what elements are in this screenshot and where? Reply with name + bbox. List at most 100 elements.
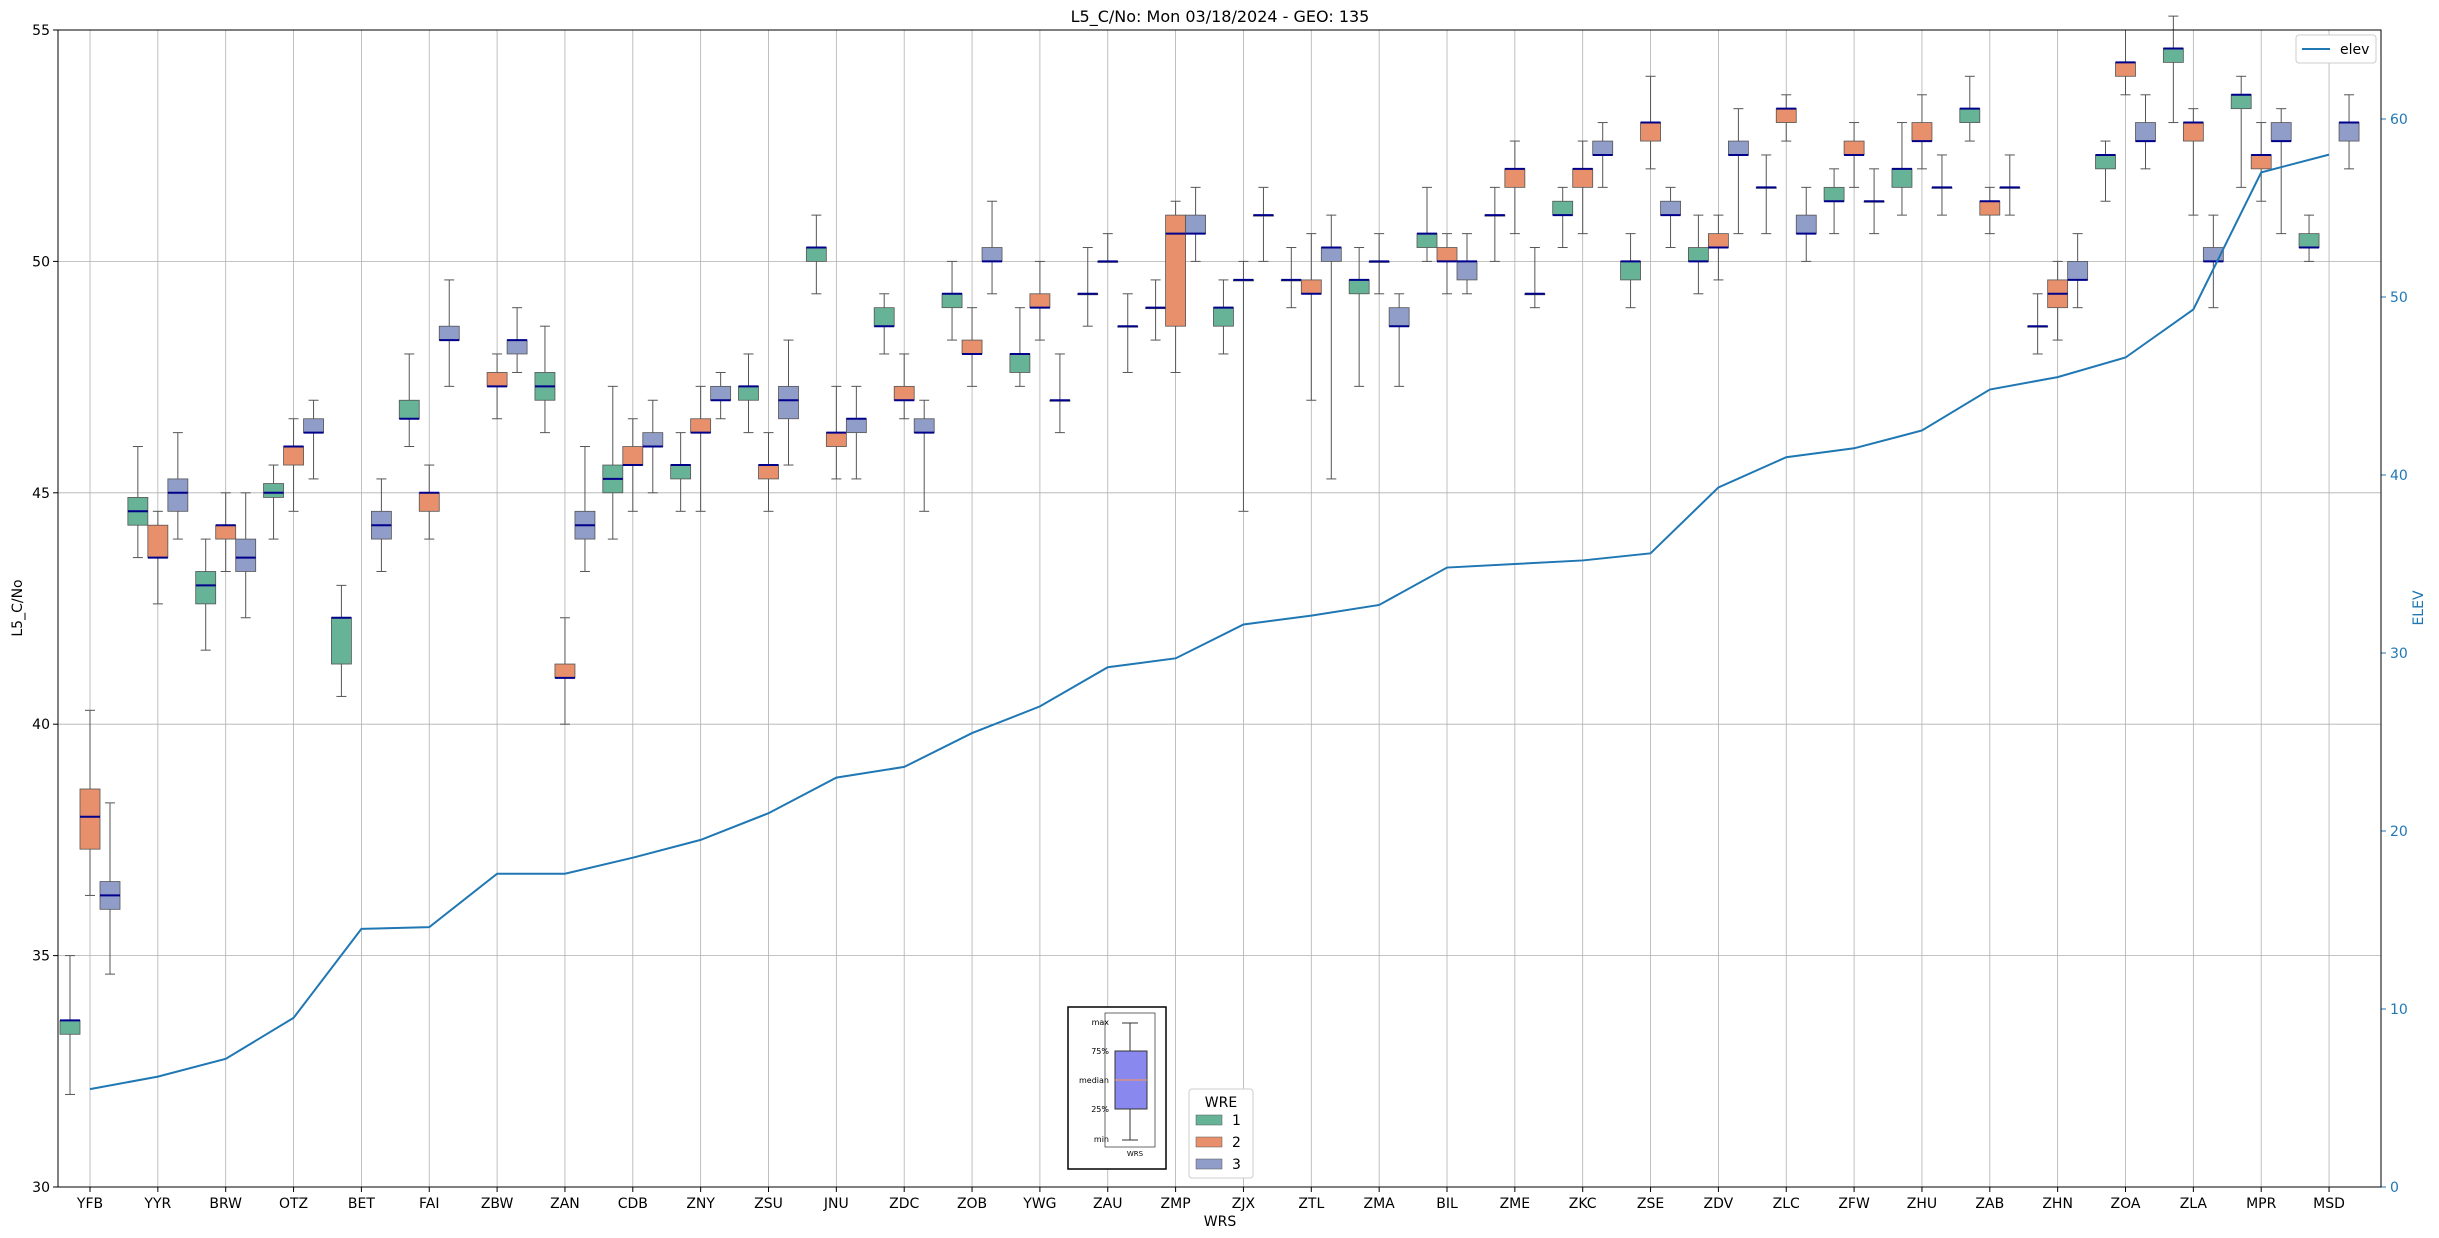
box-3-ZTL: [1320, 214, 1342, 480]
box-1-ZAB: [1959, 75, 1981, 142]
box-iqr: [1185, 214, 1206, 235]
box-key-label-max: max: [1092, 1018, 1110, 1027]
box-3-BET: [370, 478, 392, 572]
box-iqr: [398, 399, 420, 420]
box-3-ZDV: [1728, 108, 1749, 235]
box-iqr: [1300, 279, 1322, 295]
box-iqr: [1572, 168, 1594, 188]
box-iqr: [2162, 48, 2184, 63]
box-iqr: [215, 524, 237, 540]
box-iqr: [2067, 260, 2089, 281]
box-iqr: [79, 788, 101, 850]
box-iqr: [2182, 122, 2204, 142]
x-tick-label: YWG: [1022, 1196, 1056, 1212]
box-3-YFB: [99, 802, 121, 975]
box-iqr: [1959, 108, 1981, 123]
wre-legend-title: WRE: [1205, 1095, 1237, 1111]
y2-tick-label: 60: [2390, 112, 2408, 128]
box-iqr: [554, 663, 576, 679]
x-tick-label: MSD: [2313, 1196, 2345, 1212]
x-tick-label: ZOB: [957, 1196, 987, 1212]
x-tick-label: ZAN: [550, 1196, 580, 1212]
box-iqr: [2270, 122, 2292, 142]
box-1-ZME: [1484, 186, 1506, 262]
box-iqr: [642, 432, 664, 447]
x-tick-label: ZME: [1500, 1196, 1531, 1212]
x-tick-label: ZHU: [1907, 1196, 1937, 1212]
box-2-ZSE: [1640, 75, 1661, 170]
box-iqr: [845, 418, 867, 434]
y-tick-label: 35: [32, 949, 50, 965]
box-iqr: [2095, 154, 2116, 170]
box-iqr: [1009, 353, 1031, 373]
box-iqr: [670, 464, 692, 480]
box-3-ZBW: [506, 307, 528, 373]
box-key-axes: [1104, 1012, 1156, 1148]
box-2-ZDV: [1708, 214, 1729, 281]
box-2-YYR: [147, 510, 169, 605]
box-iqr: [1620, 260, 1641, 281]
box-1-OTZ: [263, 464, 284, 540]
box-3-ZLC: [1795, 186, 1817, 262]
y2-tick-label: 50: [2390, 290, 2408, 306]
box-iqr: [913, 418, 935, 434]
box-iqr: [1823, 186, 1845, 202]
y2-tick-label: 30: [2390, 646, 2408, 662]
box-1-YWG: [1009, 307, 1031, 387]
box-iqr: [195, 571, 217, 605]
box-1-ZAU: [1077, 247, 1099, 327]
box-3-ZDC: [913, 399, 935, 512]
box-2-BRW: [215, 492, 237, 572]
box-1-ZSE: [1620, 233, 1641, 309]
x-tick-label: ZTL: [1298, 1196, 1324, 1212]
box-iqr: [59, 1019, 81, 1035]
box-2-ZAU: [1097, 233, 1119, 263]
y-tick-label: 40: [32, 717, 50, 733]
box-iqr: [1640, 122, 1661, 142]
box-3-FAI: [438, 279, 460, 387]
box-1-ZSU: [738, 353, 759, 434]
axis-ticks: 30 35 40 45 50 55 0 10 20 30 40 50 60 YFB YYR BRW OTZ BET…: [32, 23, 2408, 1212]
box-2-ZME: [1504, 140, 1526, 235]
box-2-ZSU: [758, 432, 779, 512]
box-iqr: [873, 307, 895, 327]
box-iqr: [1436, 247, 1458, 262]
box-iqr: [1320, 247, 1342, 262]
box-1-MPR: [2230, 75, 2252, 188]
x-tick-label: ZAB: [1975, 1196, 2004, 1212]
box-3-ZAB: [1999, 154, 2021, 216]
x-tick-label: CDB: [618, 1196, 648, 1212]
x-tick-label: ZMP: [1161, 1196, 1191, 1212]
box-iqr: [1592, 140, 1614, 156]
box-iqr: [941, 293, 963, 309]
wre-legend-label-3: 3: [1232, 1157, 1241, 1173]
box-iqr: [1165, 214, 1186, 327]
box-2-ZHU: [1911, 94, 1933, 170]
box-iqr: [758, 464, 779, 480]
box-1-ZLC: [1755, 154, 1777, 235]
box-3-ZAN: [574, 446, 596, 572]
box-iqr: [2298, 233, 2320, 248]
box-3-ZKC: [1592, 122, 1614, 188]
box-3-ZOB: [981, 200, 1003, 295]
box-1-ZAN: [534, 325, 556, 434]
x-tick-label: ZBW: [481, 1196, 514, 1212]
box-3-ZAU: [1117, 293, 1139, 373]
box-iqr: [1504, 168, 1526, 188]
x-tick-label: ZLA: [2180, 1196, 2208, 1212]
box-iqr: [2230, 94, 2252, 110]
box-iqr: [1213, 307, 1234, 327]
box-series: [59, 15, 2360, 1095]
x-tick-label: BET: [348, 1196, 375, 1212]
box-iqr: [303, 418, 324, 434]
box-iqr: [825, 432, 847, 447]
x-tick-label: YFB: [76, 1196, 103, 1212]
box-iqr: [2115, 61, 2136, 77]
y-tick-label: 50: [32, 254, 50, 270]
box-2-BIL: [1436, 233, 1458, 295]
wre-legend-swatch-3: [1195, 1158, 1223, 1170]
wre-legend-label-2: 2: [1232, 1135, 1241, 1151]
box-2-ZAB: [1979, 186, 2001, 235]
box-iqr: [1728, 140, 1749, 156]
box-iqr: [893, 385, 915, 401]
